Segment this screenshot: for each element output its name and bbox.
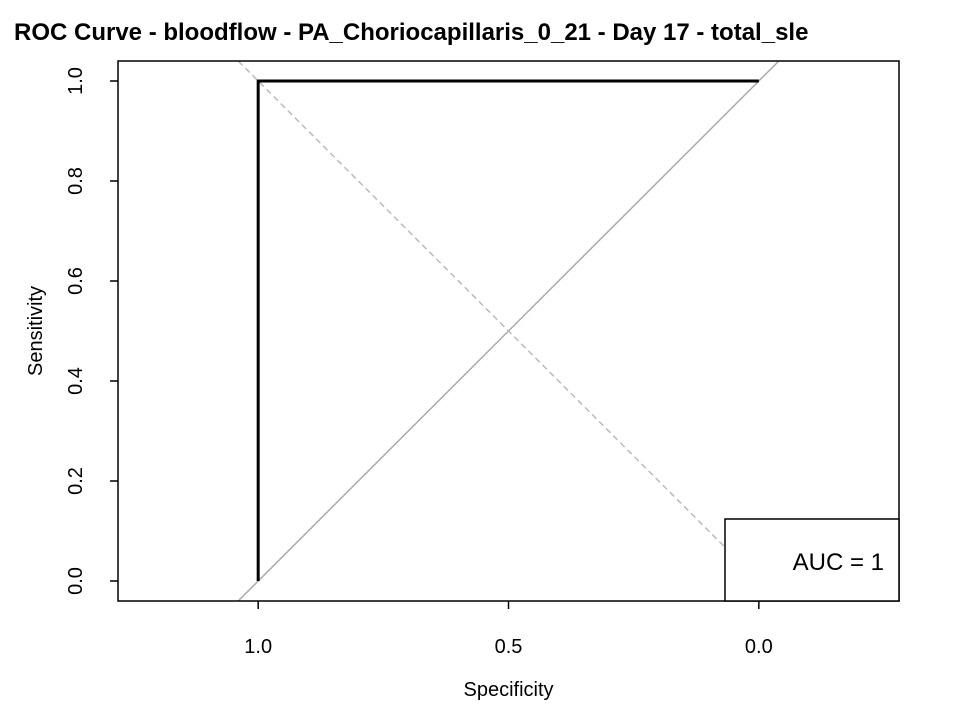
roc-curve-line: [256, 79, 759, 581]
y-axis: 0.0 0.2 0.4 0.6 0.8 1.0: [65, 67, 118, 595]
anti-diagonal-reference-line: [237, 61, 780, 601]
reference-lines: [237, 61, 780, 601]
auc-legend: AUC = 1: [724, 518, 900, 602]
roc-series: [256, 79, 759, 581]
x-tick-label: 0.5: [495, 636, 523, 658]
x-tick-label: 1.0: [244, 636, 272, 658]
auc-label: AUC = 1: [793, 549, 884, 576]
y-axis-title: Sensitivity: [25, 286, 47, 376]
y-tick-label: 0.8: [65, 167, 87, 195]
diagonal-reference-line: [237, 61, 780, 601]
y-tick-label: 0.6: [65, 267, 87, 295]
x-axis: 1.0 0.5 0.0: [244, 601, 773, 658]
y-tick-label: 0.0: [65, 567, 87, 595]
x-axis-title: Specificity: [463, 679, 553, 701]
chart-title: ROC Curve - bloodflow - PA_Choriocapilla…: [14, 19, 808, 46]
x-tick-label: 0.0: [745, 636, 773, 658]
auc-legend-box: [724, 518, 900, 602]
y-tick-label: 0.2: [65, 467, 87, 495]
y-tick-label: 1.0: [65, 67, 87, 95]
y-tick-label: 0.4: [65, 367, 87, 395]
